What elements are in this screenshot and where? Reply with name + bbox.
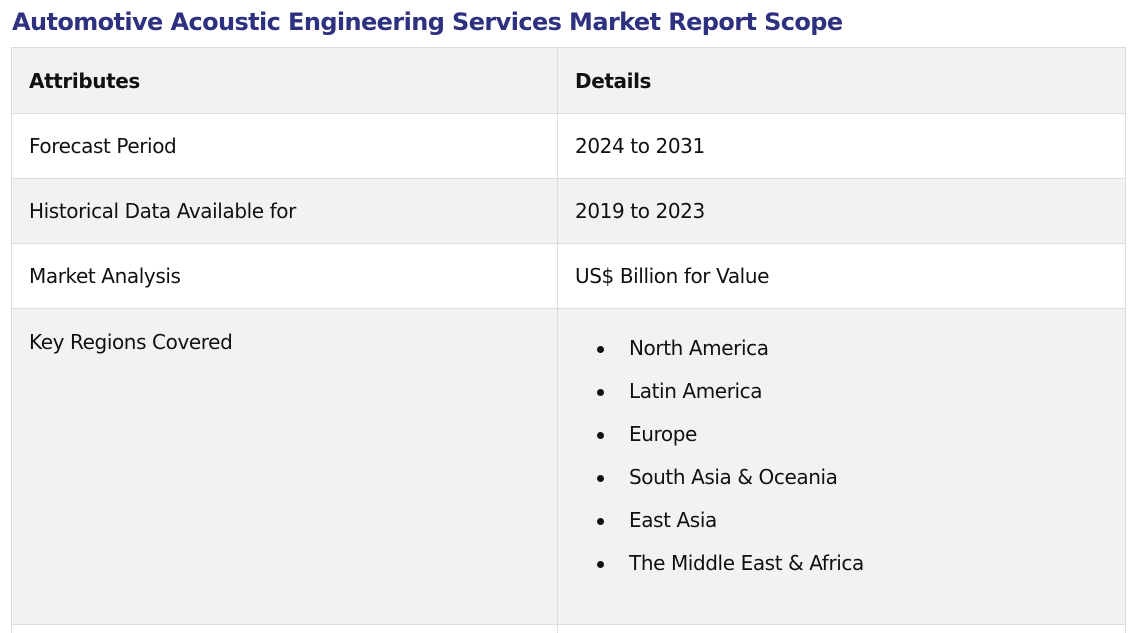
market-analysis-label: Market Analysis bbox=[11, 243, 558, 309]
table-header-row: Attributes Details bbox=[11, 47, 1126, 114]
historical-data-label: Historical Data Available for bbox=[11, 178, 558, 244]
table-row: Market Analysis US$ Billion for Value bbox=[11, 243, 1126, 309]
key-regions-label: Key Regions Covered bbox=[11, 308, 558, 625]
bullet-icon bbox=[597, 518, 604, 525]
historical-data-value: 2019 to 2023 bbox=[557, 178, 1126, 244]
table-row-partial bbox=[11, 624, 1126, 633]
list-item: Latin America bbox=[597, 375, 1132, 418]
key-regions-cell: North America Latin America Europe South… bbox=[557, 308, 1126, 625]
forecast-period-label: Forecast Period bbox=[11, 113, 558, 179]
next-row-cell bbox=[557, 624, 1126, 633]
page-title: Automotive Acoustic Engineering Services… bbox=[12, 8, 843, 36]
forecast-period-value: 2024 to 2031 bbox=[557, 113, 1126, 179]
list-item: South Asia & Oceania bbox=[597, 461, 1132, 504]
region-label: The Middle East & Africa bbox=[629, 551, 864, 575]
details-header: Details bbox=[557, 47, 1126, 114]
list-item: East Asia bbox=[597, 504, 1132, 547]
market-analysis-value: US$ Billion for Value bbox=[557, 243, 1126, 309]
next-row-cell bbox=[11, 624, 558, 633]
bullet-icon bbox=[597, 389, 604, 396]
table-row: Key Regions Covered North America Latin … bbox=[11, 308, 1126, 625]
list-item: Europe bbox=[597, 418, 1132, 461]
table-row: Historical Data Available for 2019 to 20… bbox=[11, 178, 1126, 244]
bullet-icon bbox=[597, 346, 604, 353]
bullet-icon bbox=[597, 475, 604, 482]
region-label: South Asia & Oceania bbox=[629, 465, 838, 489]
region-label: Europe bbox=[629, 422, 697, 446]
report-scope-table: Attributes Details Forecast Period 2024 … bbox=[11, 47, 1126, 633]
list-item: North America bbox=[597, 332, 1132, 375]
region-label: Latin America bbox=[629, 379, 763, 403]
bullet-icon bbox=[597, 432, 604, 439]
regions-list: North America Latin America Europe South… bbox=[597, 332, 1132, 590]
table-row: Forecast Period 2024 to 2031 bbox=[11, 113, 1126, 179]
bullet-icon bbox=[597, 561, 604, 568]
region-label: East Asia bbox=[629, 508, 717, 532]
list-item: The Middle East & Africa bbox=[597, 547, 1132, 590]
attributes-header: Attributes bbox=[11, 47, 558, 114]
region-label: North America bbox=[629, 336, 769, 360]
